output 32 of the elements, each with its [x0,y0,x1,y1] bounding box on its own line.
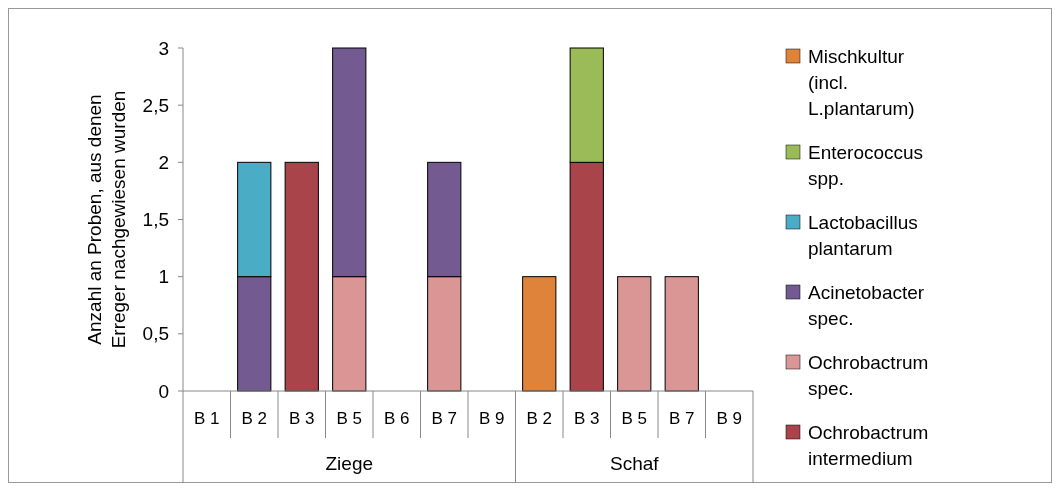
y-tick-label: 2 [158,151,169,173]
x-tick-label: B 5 [621,408,648,428]
x-tick-label: B 7 [431,408,458,428]
x-tick-label: B 3 [288,408,315,428]
legend-label: Enterococcus spp. [808,141,924,189]
legend-label: Lactobacillus plantarum [808,211,918,259]
bar [617,276,652,392]
legend-label: Ochrobactrum spec. [808,351,929,399]
y-tick-label: 3 [158,37,169,59]
legend-label: Ochrobactrum intermedium [808,421,929,469]
x-tick-label: B 5 [336,408,363,428]
y-tick-label: 0 [158,380,169,402]
x-tick-label: B 2 [241,408,268,428]
x-tick-label: B 2 [526,408,553,428]
x-tick-label: B 7 [668,408,695,428]
x-tick-label: B 3 [573,408,600,428]
x-tick-label: B 6 [383,408,410,428]
text: Schaf [609,452,660,474]
bar [522,276,557,392]
x-tick-label: B 9 [716,408,743,428]
y-tick-label: 1,5 [142,209,169,230]
y-axis-title: Anzahl an Proben, aus denen Erreger nachgewiesen wurden [84,90,129,349]
x-tick-label: B 1 [193,408,220,428]
legend-label: Mischkultur (incl. L.plantarum) [808,45,915,119]
y-tick-label: 1 [158,266,169,288]
y-tick-label: 0,5 [142,323,169,345]
legend-label: Acinetobacter spec. [808,281,925,329]
text: Ziege [325,452,374,474]
y-tick-label: 2,5 [142,94,169,116]
bar [284,161,319,392]
bar [664,276,699,392]
x-tick-label: B 9 [478,408,505,428]
